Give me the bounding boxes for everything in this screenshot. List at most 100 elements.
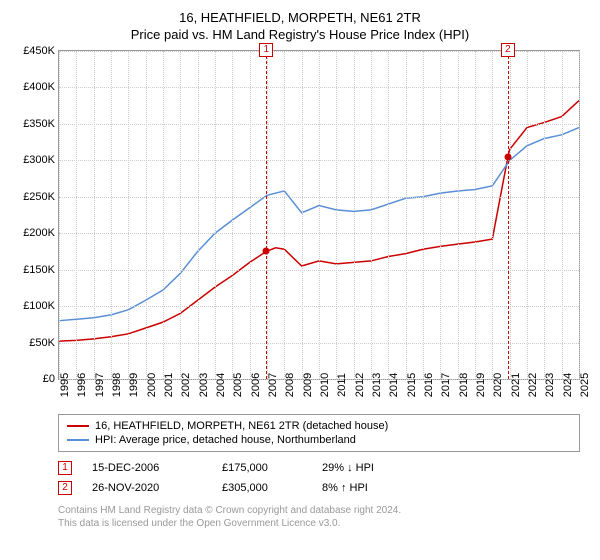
legend-label: HPI: Average price, detached house, Nort… [95, 434, 356, 446]
x-axis-label: 2008 [284, 373, 296, 397]
footer-line-2: This data is licensed under the Open Gov… [58, 517, 580, 530]
grid-line-v [319, 51, 320, 379]
x-axis-label: 2025 [579, 373, 591, 397]
x-axis-label: 2019 [475, 373, 487, 397]
legend-swatch [67, 439, 89, 441]
event-line [508, 51, 509, 379]
event-dot [504, 153, 511, 160]
x-axis-label: 2016 [423, 373, 435, 397]
x-axis-label: 2005 [232, 373, 244, 397]
footer-line-1: Contains HM Land Registry data © Crown c… [58, 504, 580, 517]
grid-line-v [354, 51, 355, 379]
x-axis-label: 2015 [406, 373, 418, 397]
grid-line-v [111, 51, 112, 379]
y-axis-label: £350K [23, 118, 55, 130]
event-num: 1 [58, 461, 72, 475]
event-date: 26-NOV-2020 [92, 482, 202, 494]
chart-container: 16, HEATHFIELD, MORPETH, NE61 2TR Price … [0, 0, 600, 560]
grid-line-v [440, 51, 441, 379]
grid-line-v [544, 51, 545, 379]
plot-area: £0£50K£100K£150K£200K£250K£300K£350K£400… [58, 50, 580, 380]
x-axis-label: 2001 [163, 373, 175, 397]
grid-line-v [76, 51, 77, 379]
y-axis-label: £250K [23, 191, 55, 203]
x-axis-label: 1996 [76, 373, 88, 397]
grid-line-v [458, 51, 459, 379]
x-axis-label: 1997 [94, 373, 106, 397]
grid-line-v [215, 51, 216, 379]
grid-line-v [371, 51, 372, 379]
x-axis-label: 2002 [180, 373, 192, 397]
legend-row: HPI: Average price, detached house, Nort… [67, 433, 571, 447]
x-axis-label: 2009 [302, 373, 314, 397]
y-axis-label: £50K [29, 337, 55, 349]
event-diff: 29% ↓ HPI [322, 462, 412, 474]
event-dot [263, 248, 270, 255]
event-date: 15-DEC-2006 [92, 462, 202, 474]
y-axis-label: £100K [23, 300, 55, 312]
y-axis-label: £450K [23, 45, 55, 57]
x-axis-label: 2000 [146, 373, 158, 397]
event-marker: 1 [259, 43, 273, 57]
x-axis-label: 2012 [354, 373, 366, 397]
event-marker: 2 [501, 43, 515, 57]
event-diff: 8% ↑ HPI [322, 482, 412, 494]
grid-line-v [180, 51, 181, 379]
grid-line-v [388, 51, 389, 379]
legend-row: 16, HEATHFIELD, MORPETH, NE61 2TR (detac… [67, 419, 571, 433]
grid-line-v [579, 51, 580, 379]
grid-line-v [510, 51, 511, 379]
event-table-row: 2 26-NOV-2020 £305,000 8% ↑ HPI [58, 478, 580, 498]
grid-line-v [128, 51, 129, 379]
x-axis-label: 2011 [336, 373, 348, 397]
chart-subtitle: Price paid vs. HM Land Registry's House … [10, 27, 590, 42]
plot-wrapper: £0£50K£100K£150K£200K£250K£300K£350K£400… [58, 50, 580, 410]
x-axis-label: 1998 [111, 373, 123, 397]
grid-line-v [250, 51, 251, 379]
event-num: 2 [58, 481, 72, 495]
x-axis-label: 2004 [215, 373, 227, 397]
x-axis-label: 1999 [128, 373, 140, 397]
chart-title: 16, HEATHFIELD, MORPETH, NE61 2TR [10, 10, 590, 25]
legend-swatch [67, 425, 89, 427]
event-line [266, 51, 267, 379]
y-axis-label: £300K [23, 154, 55, 166]
event-table-row: 1 15-DEC-2006 £175,000 29% ↓ HPI [58, 458, 580, 478]
grid-line-v [302, 51, 303, 379]
grid-line-v [562, 51, 563, 379]
grid-line-v [423, 51, 424, 379]
x-axis-label: 2022 [527, 373, 539, 397]
event-price: £305,000 [222, 482, 302, 494]
grid-line-v [284, 51, 285, 379]
x-axis-label: 2024 [562, 373, 574, 397]
grid-line-v [406, 51, 407, 379]
x-axis-label: 2010 [319, 373, 331, 397]
x-axis-label: 2018 [458, 373, 470, 397]
y-axis-label: £150K [23, 264, 55, 276]
y-axis-label: £0 [43, 373, 55, 385]
x-axis-label: 2013 [371, 373, 383, 397]
x-axis-label: 2003 [198, 373, 210, 397]
x-axis-label: 2020 [492, 373, 504, 397]
x-axis-label: 2021 [510, 373, 522, 397]
grid-line-v [232, 51, 233, 379]
grid-line-v [146, 51, 147, 379]
grid-line-v [527, 51, 528, 379]
grid-line-v [336, 51, 337, 379]
grid-line-v [492, 51, 493, 379]
events-table: 1 15-DEC-2006 £175,000 29% ↓ HPI 2 26-NOV-202… [58, 458, 580, 498]
grid-line-v [94, 51, 95, 379]
x-axis-label: 1995 [59, 373, 71, 397]
footer: Contains HM Land Registry data © Crown c… [58, 504, 580, 530]
x-axis-label: 2017 [440, 373, 452, 397]
y-axis-label: £400K [23, 81, 55, 93]
legend-label: 16, HEATHFIELD, MORPETH, NE61 2TR (detac… [95, 420, 388, 432]
grid-line-v [163, 51, 164, 379]
grid-line-v [475, 51, 476, 379]
grid-line-v [198, 51, 199, 379]
x-axis-label: 2007 [267, 373, 279, 397]
grid-line-v [59, 51, 60, 379]
event-price: £175,000 [222, 462, 302, 474]
chart-legend: 16, HEATHFIELD, MORPETH, NE61 2TR (detac… [58, 414, 580, 452]
x-axis-label: 2006 [250, 373, 262, 397]
